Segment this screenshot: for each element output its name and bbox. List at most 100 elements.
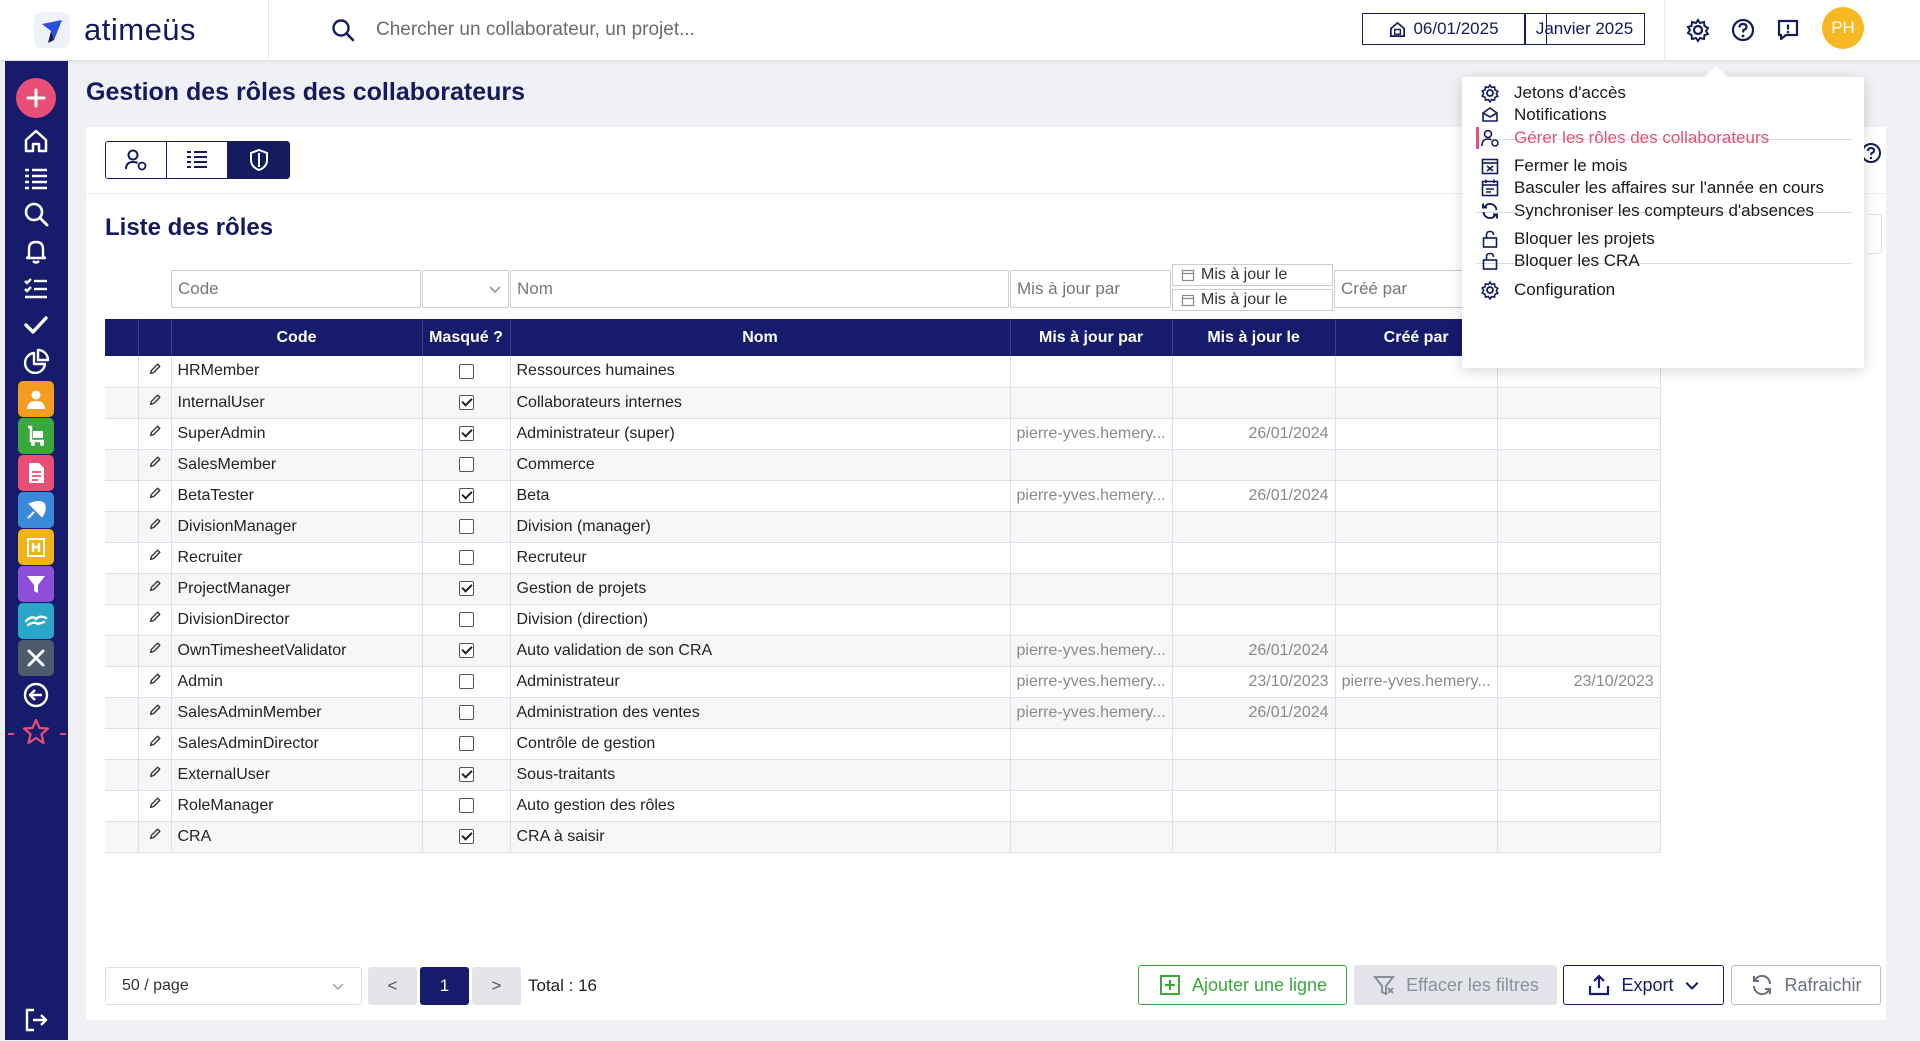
table-row[interactable]: ExternalUser Sous-traitants xyxy=(105,759,1661,791)
edit-row-button[interactable] xyxy=(138,759,172,791)
sidebar-item-home[interactable] xyxy=(15,120,57,162)
maj-le-to-filter[interactable]: Mis à jour le xyxy=(1172,289,1333,311)
table-row[interactable]: RoleManager Auto gestion des rôles xyxy=(105,790,1661,822)
menu-item-notifications[interactable]: Notifications xyxy=(1480,102,1607,128)
hidden-checkbox[interactable] xyxy=(458,704,474,720)
edit-row-button[interactable] xyxy=(138,387,172,419)
header-maj-par[interactable]: Mis à jour par xyxy=(1010,319,1173,356)
edit-row-button[interactable] xyxy=(138,449,172,481)
menu-item-jetons-d-acces[interactable]: Jetons d'accès xyxy=(1480,80,1626,106)
sidebar-item-collaborators[interactable] xyxy=(15,378,57,420)
sidebar-collapse-button[interactable] xyxy=(15,674,57,716)
feedback-icon[interactable] xyxy=(1775,17,1801,43)
menu-item-fermer-le-mois[interactable]: Fermer le mois xyxy=(1480,153,1627,179)
hidden-checkbox[interactable] xyxy=(458,642,474,658)
hidden-checkbox[interactable] xyxy=(458,518,474,534)
row-select-cell[interactable] xyxy=(105,511,139,543)
row-select-cell[interactable] xyxy=(105,697,139,729)
table-row[interactable]: SalesAdminMember Administration des vente… xyxy=(105,697,1661,729)
table-row[interactable]: OwnTimesheetValidator Auto validation de … xyxy=(105,635,1661,667)
edit-row-button[interactable] xyxy=(138,480,172,512)
row-select-cell[interactable] xyxy=(105,480,139,512)
tab-list[interactable] xyxy=(167,142,228,178)
hidden-checkbox[interactable] xyxy=(458,828,474,844)
table-row[interactable]: Recruiter Recruteur xyxy=(105,542,1661,574)
sidebar-item-favorites[interactable] xyxy=(15,711,57,753)
sidebar-item-billing[interactable] xyxy=(15,600,57,642)
maj-par-filter[interactable] xyxy=(1010,270,1171,308)
sidebar-item-projects[interactable] xyxy=(15,489,57,531)
edit-row-button[interactable] xyxy=(138,635,172,667)
header-maj-le[interactable]: Mis à jour le xyxy=(1172,319,1336,356)
row-select-cell[interactable] xyxy=(105,604,139,636)
code-filter[interactable] xyxy=(171,270,421,308)
current-date-button[interactable]: 06/01/2025 xyxy=(1362,13,1525,45)
edit-row-button[interactable] xyxy=(138,418,172,450)
table-row[interactable]: CRA CRA à saisir xyxy=(105,821,1661,853)
sidebar-item-documents[interactable] xyxy=(15,452,57,494)
row-select-cell[interactable] xyxy=(105,542,139,574)
menu-item-bloquer-les-cra[interactable]: Bloquer les CRA xyxy=(1480,248,1640,274)
row-select-cell[interactable] xyxy=(105,759,139,791)
cree-par-filter-input[interactable] xyxy=(1341,279,1457,299)
hidden-checkbox[interactable] xyxy=(458,766,474,782)
row-select-cell[interactable] xyxy=(105,418,139,450)
current-month-button[interactable]: Janvier 2025 xyxy=(1524,13,1645,45)
logout-button[interactable] xyxy=(15,999,57,1041)
table-row[interactable]: Admin Administrateur pierre-yves.hemery...… xyxy=(105,666,1661,698)
tab-collaborators[interactable] xyxy=(106,142,167,178)
sidebar-item-sales[interactable] xyxy=(15,415,57,457)
hidden-checkbox[interactable] xyxy=(458,487,474,503)
table-row[interactable]: HRMember Ressources humaines xyxy=(105,356,1661,388)
nom-filter[interactable] xyxy=(510,270,1009,308)
edit-row-button[interactable] xyxy=(138,821,172,853)
sidebar-item-notifications[interactable] xyxy=(15,230,57,272)
sidebar-item-tasks[interactable] xyxy=(15,267,57,309)
search-icon[interactable] xyxy=(330,17,356,43)
menu-item-gerer-les-roles-des-collaborateurs[interactable]: Gérer les rôles des collaborateurs xyxy=(1475,125,1769,151)
hidden-filter-select[interactable] xyxy=(422,270,509,308)
menu-item-basculer-les-affaires-sur-l-annee-en-cours[interactable]: Basculer les affaires sur l'année en cou… xyxy=(1480,175,1824,201)
code-filter-input[interactable] xyxy=(178,279,414,299)
hidden-checkbox[interactable] xyxy=(458,797,474,813)
header-hidden[interactable]: Masqué ? xyxy=(422,319,511,356)
row-select-cell[interactable] xyxy=(105,449,139,481)
row-select-cell[interactable] xyxy=(105,356,139,388)
hidden-checkbox[interactable] xyxy=(458,394,474,410)
table-row[interactable]: BetaTester Beta pierre-yves.hemery... 26/01… xyxy=(105,480,1661,512)
add-row-button[interactable]: Ajouter une ligne xyxy=(1138,965,1347,1005)
edit-row-button[interactable] xyxy=(138,666,172,698)
table-row[interactable]: ProjectManager Gestion de projets xyxy=(105,573,1661,605)
menu-item-synchroniser-les-compteurs-d-absences[interactable]: Synchroniser les compteurs d'absences xyxy=(1480,198,1814,224)
sidebar-item-reports[interactable] xyxy=(15,341,57,383)
table-row[interactable]: SalesMember Commerce xyxy=(105,449,1661,481)
export-button[interactable]: Export xyxy=(1563,965,1724,1005)
row-select-cell[interactable] xyxy=(105,728,139,760)
sidebar-item-tools[interactable] xyxy=(15,637,57,679)
row-select-cell[interactable] xyxy=(105,635,139,667)
current-page-button[interactable]: 1 xyxy=(420,967,469,1005)
hidden-checkbox[interactable] xyxy=(458,735,474,751)
nom-filter-input[interactable] xyxy=(517,279,1002,299)
table-row[interactable]: SuperAdmin Administrateur (super) pierre-y… xyxy=(105,418,1661,450)
maj-par-filter-input[interactable] xyxy=(1017,279,1164,299)
hidden-checkbox[interactable] xyxy=(458,363,474,379)
row-select-cell[interactable] xyxy=(105,666,139,698)
hidden-checkbox[interactable] xyxy=(458,425,474,441)
sidebar-item-filters[interactable] xyxy=(15,563,57,605)
edit-row-button[interactable] xyxy=(138,697,172,729)
row-select-cell[interactable] xyxy=(105,790,139,822)
clear-filters-button[interactable]: Effacer les filtres xyxy=(1354,965,1557,1005)
edit-row-button[interactable] xyxy=(138,542,172,574)
hidden-checkbox[interactable] xyxy=(458,549,474,565)
table-row[interactable]: SalesAdminDirector Contrôle de gestion xyxy=(105,728,1661,760)
next-page-button[interactable]: > xyxy=(472,967,521,1005)
sidebar-add-button[interactable] xyxy=(15,77,57,119)
sidebar-item-search[interactable] xyxy=(15,193,57,235)
edit-row-button[interactable] xyxy=(138,356,172,388)
tab-roles[interactable] xyxy=(228,142,289,178)
search-input[interactable] xyxy=(376,17,876,43)
edit-row-button[interactable] xyxy=(138,573,172,605)
hidden-checkbox[interactable] xyxy=(458,456,474,472)
sidebar-item-validation[interactable] xyxy=(15,304,57,346)
